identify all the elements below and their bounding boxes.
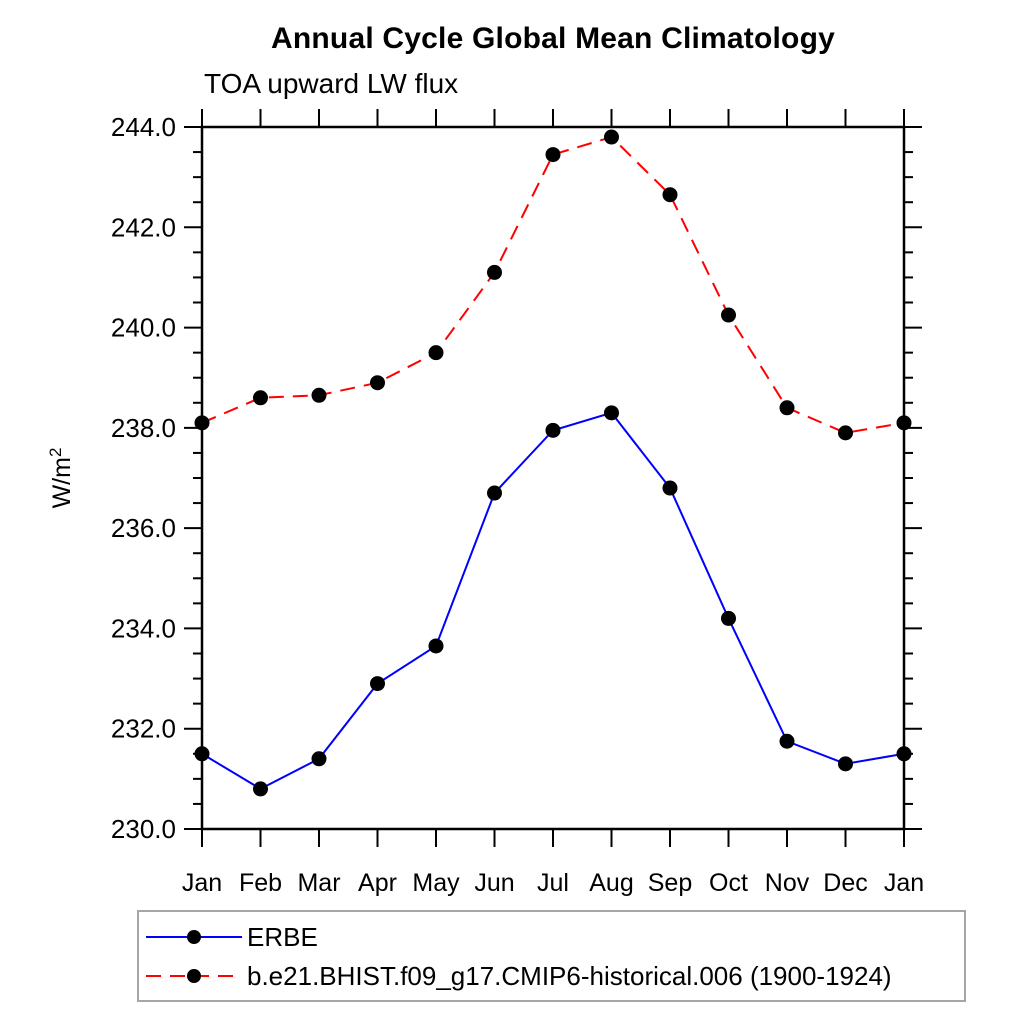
data-point xyxy=(370,676,385,692)
data-point xyxy=(545,422,561,438)
data-point xyxy=(604,129,619,145)
data-point xyxy=(721,610,736,626)
x-tick-label: Sep xyxy=(648,869,692,897)
y-tick-label: 230.0 xyxy=(111,814,176,844)
data-point xyxy=(662,187,678,203)
y-tick-label: 242.0 xyxy=(111,212,176,242)
x-tick-label: Aug xyxy=(589,869,633,897)
data-point xyxy=(194,746,210,762)
series-line-model xyxy=(201,135,905,434)
series-line-erbe xyxy=(201,411,905,791)
data-point xyxy=(487,485,502,501)
legend-label-erbe: ERBE xyxy=(247,922,318,952)
chart-title: Annual Cycle Global Mean Climatology xyxy=(271,22,835,55)
x-tick-label: Apr xyxy=(358,869,397,897)
legend-line-sample-model xyxy=(146,969,242,983)
x-tick-label: Feb xyxy=(239,869,282,897)
x-tick-label: May xyxy=(412,869,460,897)
legend-item-model: b.e21.BHIST.f09_g17.CMIP6-historical.006… xyxy=(144,961,964,991)
data-point xyxy=(721,307,736,323)
data-point xyxy=(896,746,912,762)
y-tick-label: 244.0 xyxy=(111,112,176,142)
x-tick-label: Jan xyxy=(884,869,924,897)
data-point xyxy=(194,415,210,431)
data-point xyxy=(779,733,795,749)
data-point xyxy=(311,387,327,403)
y-axis-title: W/m2 xyxy=(46,448,76,509)
x-tick-label: Jan xyxy=(182,869,222,897)
y-tick-label: 232.0 xyxy=(111,714,176,744)
x-tick-label: Nov xyxy=(765,869,810,897)
data-point xyxy=(604,405,619,421)
chart-subtitle: TOA upward LW flux xyxy=(204,68,459,99)
legend-item-erbe: ERBE xyxy=(144,922,964,952)
data-point xyxy=(370,375,385,391)
legend: ERBE b.e21.BHIST.f09_g17.CMIP6-historica… xyxy=(137,910,966,1002)
data-point xyxy=(838,425,853,441)
y-tick-label: 240.0 xyxy=(111,313,176,343)
data-point xyxy=(779,400,795,416)
data-point xyxy=(428,638,444,654)
y-tick-label: 236.0 xyxy=(111,513,176,543)
plot-frame xyxy=(200,125,906,831)
x-tick-label: Jun xyxy=(474,869,514,897)
data-point xyxy=(253,390,268,406)
data-point xyxy=(838,756,853,772)
x-tick-label: Jul xyxy=(537,869,569,897)
x-tick-label: Mar xyxy=(297,869,340,897)
y-tick-label: 238.0 xyxy=(111,413,176,443)
data-point xyxy=(428,345,444,361)
data-point xyxy=(662,480,678,496)
data-point xyxy=(487,264,502,280)
x-tick-label: Oct xyxy=(709,869,748,897)
data-point xyxy=(896,415,912,431)
data-point xyxy=(545,147,561,163)
legend-line-sample-erbe xyxy=(146,930,242,944)
data-point xyxy=(253,781,268,797)
data-point xyxy=(311,751,327,767)
legend-label-model: b.e21.BHIST.f09_g17.CMIP6-historical.006… xyxy=(247,961,892,991)
x-tick-label: Dec xyxy=(823,869,867,897)
y-tick-label: 234.0 xyxy=(111,613,176,643)
